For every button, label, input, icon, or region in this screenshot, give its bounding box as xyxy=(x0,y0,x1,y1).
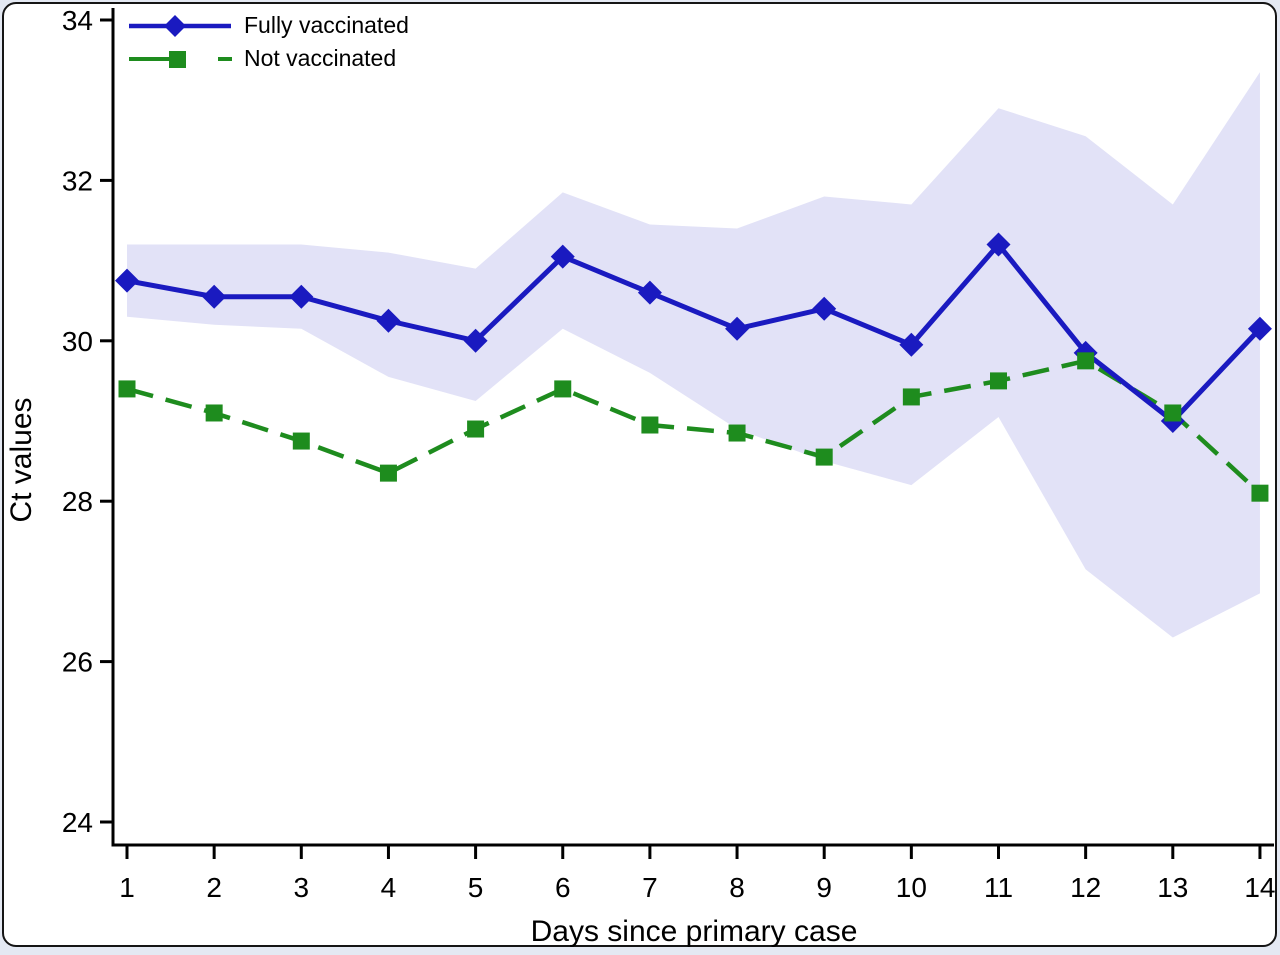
fully-vaccinated-point xyxy=(289,284,314,309)
not-vaccinated-point xyxy=(379,464,397,482)
fully-vaccinated-point xyxy=(812,296,837,321)
x-tick-label: 1 xyxy=(119,872,135,903)
y-tick-label: 34 xyxy=(62,5,93,36)
fully-vaccinated-point xyxy=(202,284,227,309)
legend: Fully vaccinated Not vaccinated xyxy=(128,9,409,75)
x-tick-label: 2 xyxy=(206,872,222,903)
y-tick-label: 26 xyxy=(62,647,93,678)
not-vaccinated-point xyxy=(554,380,572,398)
fully-vaccinated-point xyxy=(1247,316,1272,341)
legend-label: Fully vaccinated xyxy=(244,12,409,38)
fully-vaccinated-point xyxy=(550,244,575,269)
fully-vaccinated-point xyxy=(463,328,488,353)
y-tick-label: 32 xyxy=(62,165,93,196)
not-vaccinated-point xyxy=(902,388,920,406)
x-tick-label: 3 xyxy=(294,872,310,903)
not-vaccinated-point xyxy=(990,372,1007,390)
fully-vaccinated-line xyxy=(126,240,1262,425)
x-tick-label: 12 xyxy=(1070,872,1101,903)
y-axis-title: Ct values xyxy=(5,397,38,523)
fully-vaccinated-point xyxy=(899,332,924,357)
x-tick-label: 4 xyxy=(381,872,397,903)
legend-sample-dashed-line-square-icon xyxy=(129,50,232,68)
not-vaccinated-point xyxy=(205,404,223,422)
legend-item-fully-vaccinated: Fully vaccinated xyxy=(128,9,409,42)
x-tick-label: 8 xyxy=(729,872,745,903)
not-vaccinated-point xyxy=(292,432,310,450)
not-vaccinated-point xyxy=(118,380,136,398)
fully-vaccinated-point xyxy=(725,316,750,341)
x-tick-label: 5 xyxy=(468,872,484,903)
not-vaccinated-point xyxy=(815,448,833,466)
x-tick-label: 7 xyxy=(642,872,658,903)
y-tick-label: 24 xyxy=(62,807,93,838)
not-vaccinated-point xyxy=(1251,484,1269,502)
not-vaccinated-line xyxy=(126,358,1262,495)
x-tick-label: 13 xyxy=(1157,872,1188,903)
x-tick-label: 14 xyxy=(1244,872,1275,903)
legend-label: Not vaccinated xyxy=(244,45,397,71)
x-tick-label: 9 xyxy=(816,872,832,903)
confidence-band xyxy=(127,72,1260,638)
not-vaccinated-point xyxy=(1164,404,1182,422)
x-axis-title: Days since primary case xyxy=(530,915,858,948)
legend-sample-solid-line-diamond-icon xyxy=(129,14,231,37)
not-vaccinated-point xyxy=(641,416,659,434)
not-vaccinated-point xyxy=(728,424,746,442)
not-vaccinated-point xyxy=(467,420,485,438)
fully-vaccinated-point xyxy=(115,268,139,293)
fully-vaccinated-point xyxy=(637,280,662,305)
fully-vaccinated-point xyxy=(986,232,1011,257)
legend-item-not-vaccinated: Not vaccinated xyxy=(128,42,409,75)
y-tick-label: 28 xyxy=(62,486,93,517)
not-vaccinated-point xyxy=(1077,352,1095,370)
fully-vaccinated-point xyxy=(376,308,401,333)
x-tick-label: 11 xyxy=(984,872,1013,903)
x-tick-label: 10 xyxy=(896,872,927,903)
x-tick-label: 6 xyxy=(555,872,571,903)
y-tick-label: 30 xyxy=(62,326,93,357)
